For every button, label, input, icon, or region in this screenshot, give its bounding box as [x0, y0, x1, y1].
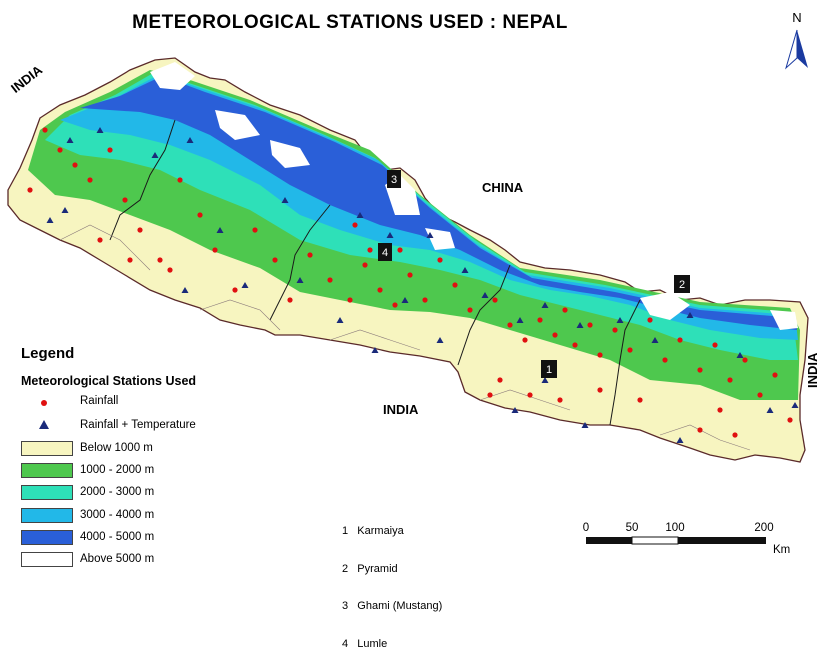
country-label-india-east: INDIA [805, 352, 820, 388]
scale-tick-50: 50 [626, 522, 639, 534]
station-list-item: 1 Karmaiya [342, 525, 404, 537]
legend-1000-2000: 1000 - 2000 m [80, 464, 155, 476]
swatch-2000-3000 [21, 485, 73, 500]
legend-subtitle: Meteorological Stations Used [21, 374, 197, 388]
station-marker-1: 1 [541, 360, 557, 378]
scale-tick-100: 100 [665, 522, 684, 534]
north-arrow-icon [785, 29, 808, 70]
legend-4000-5000: 4000 - 5000 m [80, 531, 155, 543]
legend-title: Legend [21, 345, 75, 362]
rainfall-symbol-icon [41, 400, 47, 406]
station-list: 1 Karmaiya 2 Pyramid 3 Ghami (Mustang) 4… [342, 500, 442, 663]
station-marker-3: 3 [387, 170, 401, 188]
country-label-china: CHINA [482, 180, 524, 195]
swatch-above-5000 [21, 552, 73, 567]
scale-bar [586, 536, 766, 545]
rainfall-temperature-stations [46, 127, 799, 443]
legend-3000-4000: 3000 - 4000 m [80, 509, 155, 521]
legend-rainfall-label: Rainfall [80, 395, 119, 407]
station-marker-4-label: 4 [382, 247, 388, 259]
station-marker-2: 2 [674, 275, 690, 293]
country-label-india-south: INDIA [383, 402, 419, 417]
scale-unit: Km [773, 544, 790, 556]
station-list-item: 2 Pyramid [342, 562, 398, 575]
station-list-item: 3 Ghami (Mustang) [342, 600, 443, 612]
north-label: N [792, 10, 801, 25]
scale-tick-0: 0 [583, 522, 589, 534]
scale-tick-200: 200 [754, 522, 773, 534]
swatch-below-1000 [21, 441, 73, 456]
swatch-4000-5000 [21, 530, 73, 545]
station-marker-4: 4 [378, 243, 392, 261]
station-list-item: 4 Lumle [342, 637, 388, 650]
map-title: METEOROLOGICAL STATIONS USED : NEPAL [132, 12, 568, 33]
station-marker-2-label: 2 [679, 279, 685, 291]
legend-rainfall-temperature-label: Rainfall + Temperature [80, 419, 196, 431]
legend-above-5000: Above 5000 m [80, 553, 155, 565]
elevation-band-4000-5000 [80, 76, 797, 330]
station-marker-1-label: 1 [546, 364, 552, 376]
nepal-map: 1 2 3 4 N 0 50 100 200 Km [7, 10, 809, 556]
rainfall-temperature-symbol-icon [39, 420, 49, 429]
swatch-3000-4000 [21, 508, 73, 523]
zone-boundaries [109, 119, 641, 426]
district-boundaries [59, 224, 751, 451]
legend-2000-3000: 2000 - 3000 m [80, 486, 155, 498]
swatch-1000-2000 [21, 463, 73, 478]
station-marker-3-label: 3 [391, 174, 397, 186]
legend-below-1000: Below 1000 m [80, 442, 153, 454]
rainfall-stations [27, 127, 793, 438]
